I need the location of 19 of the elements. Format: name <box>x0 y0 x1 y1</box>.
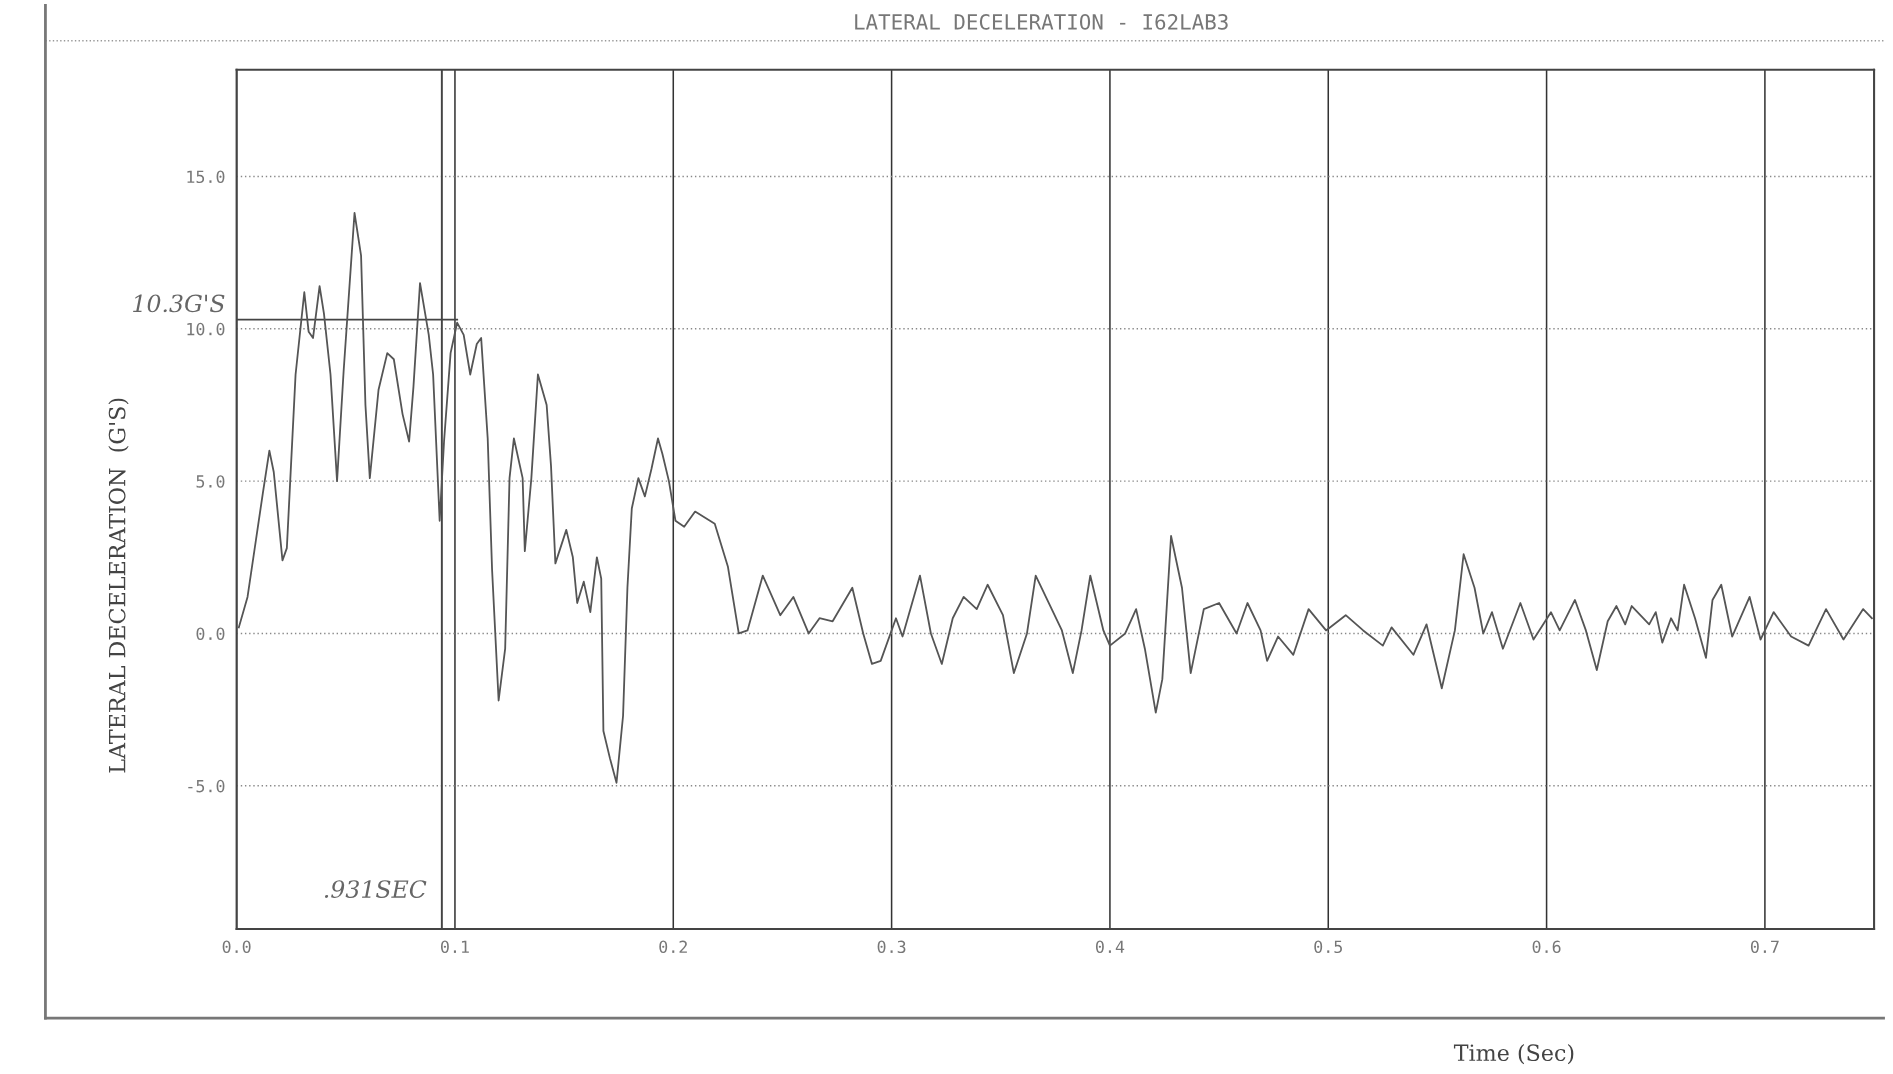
y-axis-title: LATERAL DECELERATION (G'S) <box>108 398 129 773</box>
y-tick-label: 0.0 <box>196 627 225 641</box>
y-tick-label: 5.0 <box>196 475 225 488</box>
x-tick-label: 0.4 <box>1095 940 1125 954</box>
chart-title: LATERAL DECELERATION - I62LAB3 <box>855 13 1228 30</box>
x-tick-label: 0.0 <box>222 940 251 954</box>
ref-line-label: 10.3G'S <box>133 294 225 313</box>
y-tick-label: 10.0 <box>187 322 225 336</box>
y-tick-label: 15.0 <box>187 170 225 184</box>
x-tick-label: 0.2 <box>659 940 687 954</box>
ref-line-label: .931SEC <box>324 880 427 898</box>
x-tick-label: 0.6 <box>1532 940 1561 954</box>
y-tick-label: -5.0 <box>188 779 225 793</box>
line-series <box>237 212 1873 784</box>
x-axis-title: Time (Sec) <box>1453 1043 1574 1065</box>
x-tick-label: 0.5 <box>1314 940 1342 954</box>
x-tick-label: 0.3 <box>877 940 906 954</box>
x-tick-label: 0.7 <box>1750 940 1779 954</box>
x-tick-label: 0.1 <box>440 940 469 954</box>
